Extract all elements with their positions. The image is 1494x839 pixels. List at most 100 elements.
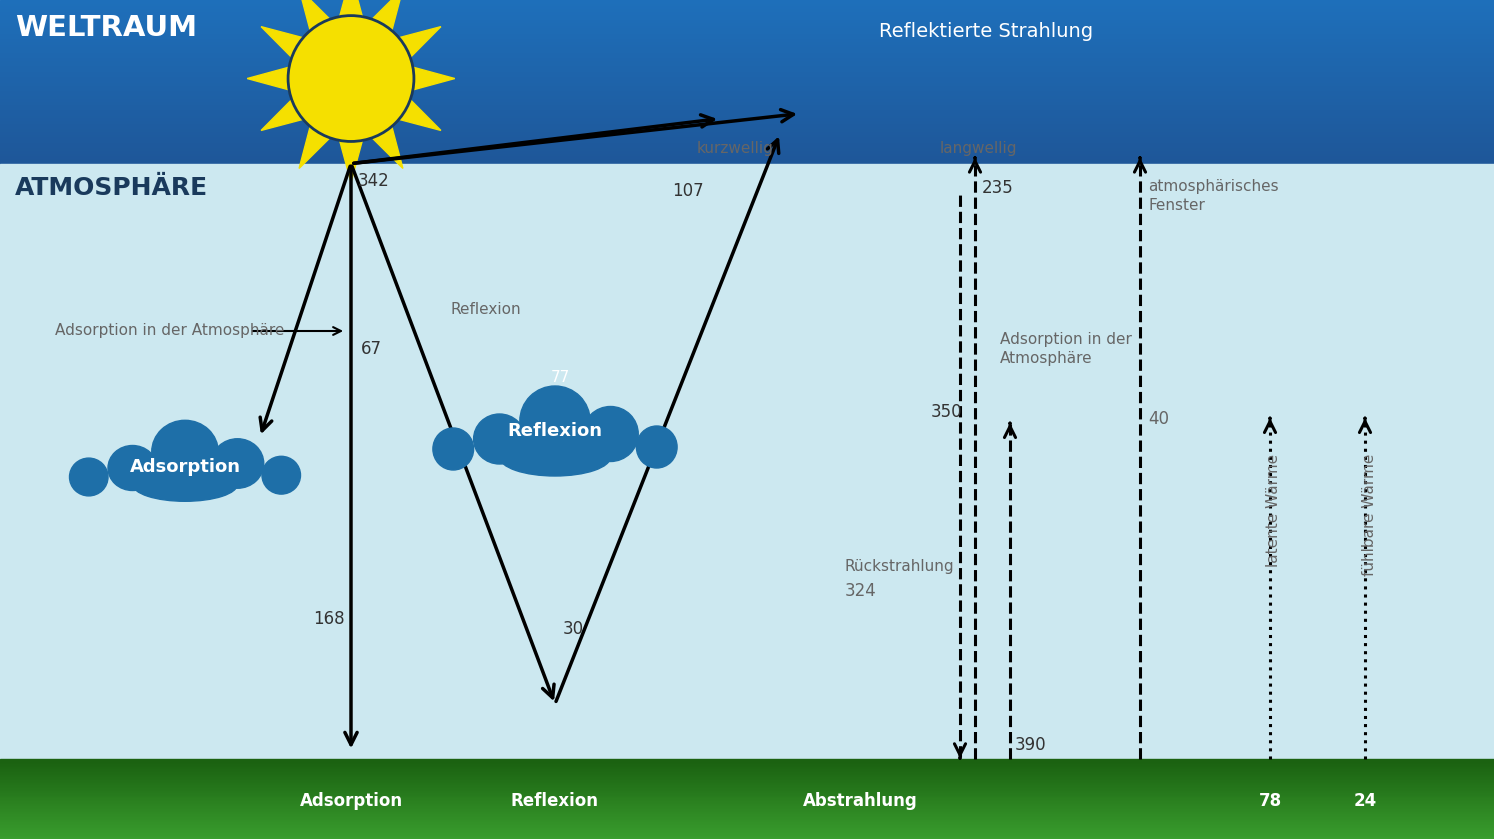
Text: 235: 235 [982, 179, 1014, 196]
Text: 324: 324 [846, 582, 877, 600]
Bar [0, 96, 1494, 98]
Bar [0, 796, 1494, 799]
Bar [0, 775, 1494, 778]
Polygon shape [397, 27, 441, 59]
Bar [0, 816, 1494, 818]
Bar [0, 150, 1494, 153]
Bar [0, 161, 1494, 164]
Bar [0, 30, 1494, 33]
Ellipse shape [499, 438, 611, 476]
Bar [0, 821, 1494, 823]
Bar [0, 68, 1494, 71]
Bar [0, 807, 1494, 810]
Polygon shape [397, 99, 441, 130]
Text: 350: 350 [931, 403, 962, 421]
Text: latente Wärme: latente Wärme [1267, 454, 1282, 567]
Polygon shape [247, 67, 290, 91]
Ellipse shape [70, 458, 108, 496]
Bar [0, 153, 1494, 155]
Text: Reflexion: Reflexion [450, 301, 520, 316]
Bar [0, 79, 1494, 82]
Text: Reflexion: Reflexion [508, 422, 602, 440]
Circle shape [288, 16, 414, 142]
Text: Adsorption in der
Atmosphäre: Adsorption in der Atmosphäre [999, 331, 1132, 367]
Bar [0, 104, 1494, 107]
Bar [0, 65, 1494, 68]
Polygon shape [371, 0, 403, 32]
Bar [0, 836, 1494, 839]
Bar [0, 136, 1494, 139]
Bar [0, 82, 1494, 85]
Bar [0, 131, 1494, 133]
Ellipse shape [520, 386, 590, 456]
Polygon shape [299, 0, 332, 32]
Bar [0, 85, 1494, 87]
Bar [0, 76, 1494, 79]
Bar [0, 828, 1494, 831]
Bar [0, 155, 1494, 159]
Bar [0, 8, 1494, 11]
Bar [0, 764, 1494, 767]
Bar [0, 19, 1494, 22]
Text: 78: 78 [1258, 792, 1282, 810]
Polygon shape [339, 0, 363, 18]
Bar [0, 834, 1494, 836]
Bar [0, 805, 1494, 807]
Text: Abstrahlung: Abstrahlung [802, 792, 917, 810]
Bar [0, 778, 1494, 780]
Bar [0, 789, 1494, 791]
Bar [0, 17, 1494, 19]
Text: fühlbare Wärme: fühlbare Wärme [1361, 454, 1376, 576]
Text: 30: 30 [563, 620, 584, 638]
Ellipse shape [152, 420, 218, 483]
Text: Reflektierte Strahlung: Reflektierte Strahlung [878, 22, 1094, 41]
Ellipse shape [636, 426, 677, 468]
Bar [0, 33, 1494, 35]
Bar [0, 13, 1494, 17]
Bar [0, 38, 1494, 41]
Ellipse shape [583, 407, 638, 461]
Bar [0, 767, 1494, 770]
Bar [0, 799, 1494, 802]
Bar [0, 0, 1494, 3]
Bar [0, 786, 1494, 789]
Bar [0, 148, 1494, 150]
Bar [0, 120, 1494, 122]
Bar [0, 164, 1494, 759]
Bar [0, 22, 1494, 24]
Text: atmosphärisches
Fenster: atmosphärisches Fenster [1147, 179, 1279, 213]
Bar [0, 826, 1494, 828]
Bar [0, 74, 1494, 76]
Bar [0, 759, 1494, 762]
Text: 390: 390 [1014, 737, 1047, 754]
Bar [0, 41, 1494, 44]
Text: Rückstrahlung: Rückstrahlung [846, 559, 955, 574]
Text: 77: 77 [550, 369, 569, 384]
Bar [0, 794, 1494, 796]
Bar [0, 5, 1494, 8]
Text: Reflexion: Reflexion [511, 792, 599, 810]
Ellipse shape [211, 439, 264, 488]
Bar [0, 780, 1494, 784]
Bar [0, 52, 1494, 55]
Bar [0, 115, 1494, 117]
Bar [0, 87, 1494, 90]
Text: Adsorption: Adsorption [130, 458, 241, 476]
Bar [0, 791, 1494, 794]
Text: 67: 67 [362, 340, 382, 358]
Text: 24: 24 [1354, 792, 1376, 810]
Polygon shape [299, 125, 332, 169]
Bar [0, 55, 1494, 57]
Bar [0, 125, 1494, 128]
Bar [0, 50, 1494, 52]
Bar [0, 71, 1494, 74]
Bar [0, 63, 1494, 65]
Bar [0, 101, 1494, 104]
Polygon shape [261, 27, 305, 59]
Polygon shape [371, 125, 403, 169]
Bar [0, 90, 1494, 93]
Bar [0, 139, 1494, 142]
Bar [0, 27, 1494, 30]
Bar [0, 44, 1494, 46]
Bar [0, 24, 1494, 28]
